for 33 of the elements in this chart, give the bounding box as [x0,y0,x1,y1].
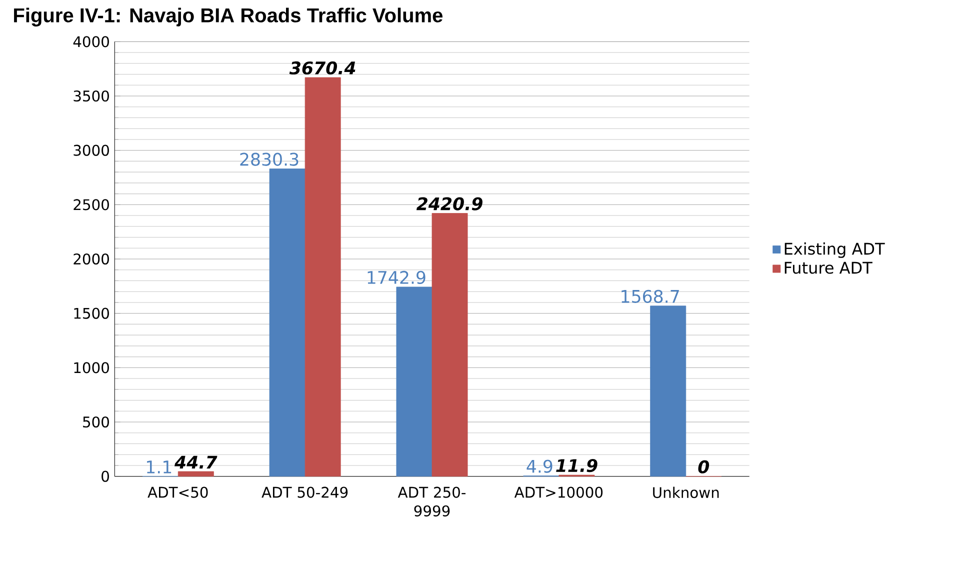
y-tick-label: 2000 [74,253,109,265]
y-tick-label: 2500 [74,199,109,210]
y-tick-label: 3500 [74,90,109,102]
bar [304,77,341,477]
x-tick-label: ADT<50 [148,486,208,498]
data-label: 1.1 [147,460,172,474]
data-label: 44.7 [174,456,218,469]
chart-title: Figure IV-1: Navajo BIA Roads Traffic Volume [14,8,443,26]
y-tick-label: 500 [83,416,109,428]
bar [650,306,686,477]
x-tick-label: ADT 250-9999 [398,486,466,516]
x-tick-label: ADT 50-249 [262,486,348,498]
data-label: 4.9 [526,460,552,473]
y-tick-label: 4000 [73,36,109,48]
data-label: 1742.9 [368,270,426,284]
y-tick-label: 1000 [74,362,109,374]
y-tick-label: 0 [102,470,109,482]
data-label: 3670.4 [289,61,356,75]
bar [432,213,468,477]
data-label: 2830.3 [240,152,298,166]
bar [178,471,214,477]
bar [396,286,432,477]
bar [269,168,306,477]
data-label: 2420.9 [416,197,482,210]
legend-label: Future ADT [784,262,872,274]
x-tick-label: ADT>10000 [514,486,603,498]
x-tick-label: Unknown [653,486,719,498]
legend-label: Existing ADT [784,242,885,258]
data-label: 1568.7 [622,290,679,303]
y-tick-label: 1500 [74,308,109,319]
data-label: 11.9 [556,459,598,472]
data-label: 0 [698,460,710,474]
y-tick-label: 3000 [74,144,109,156]
